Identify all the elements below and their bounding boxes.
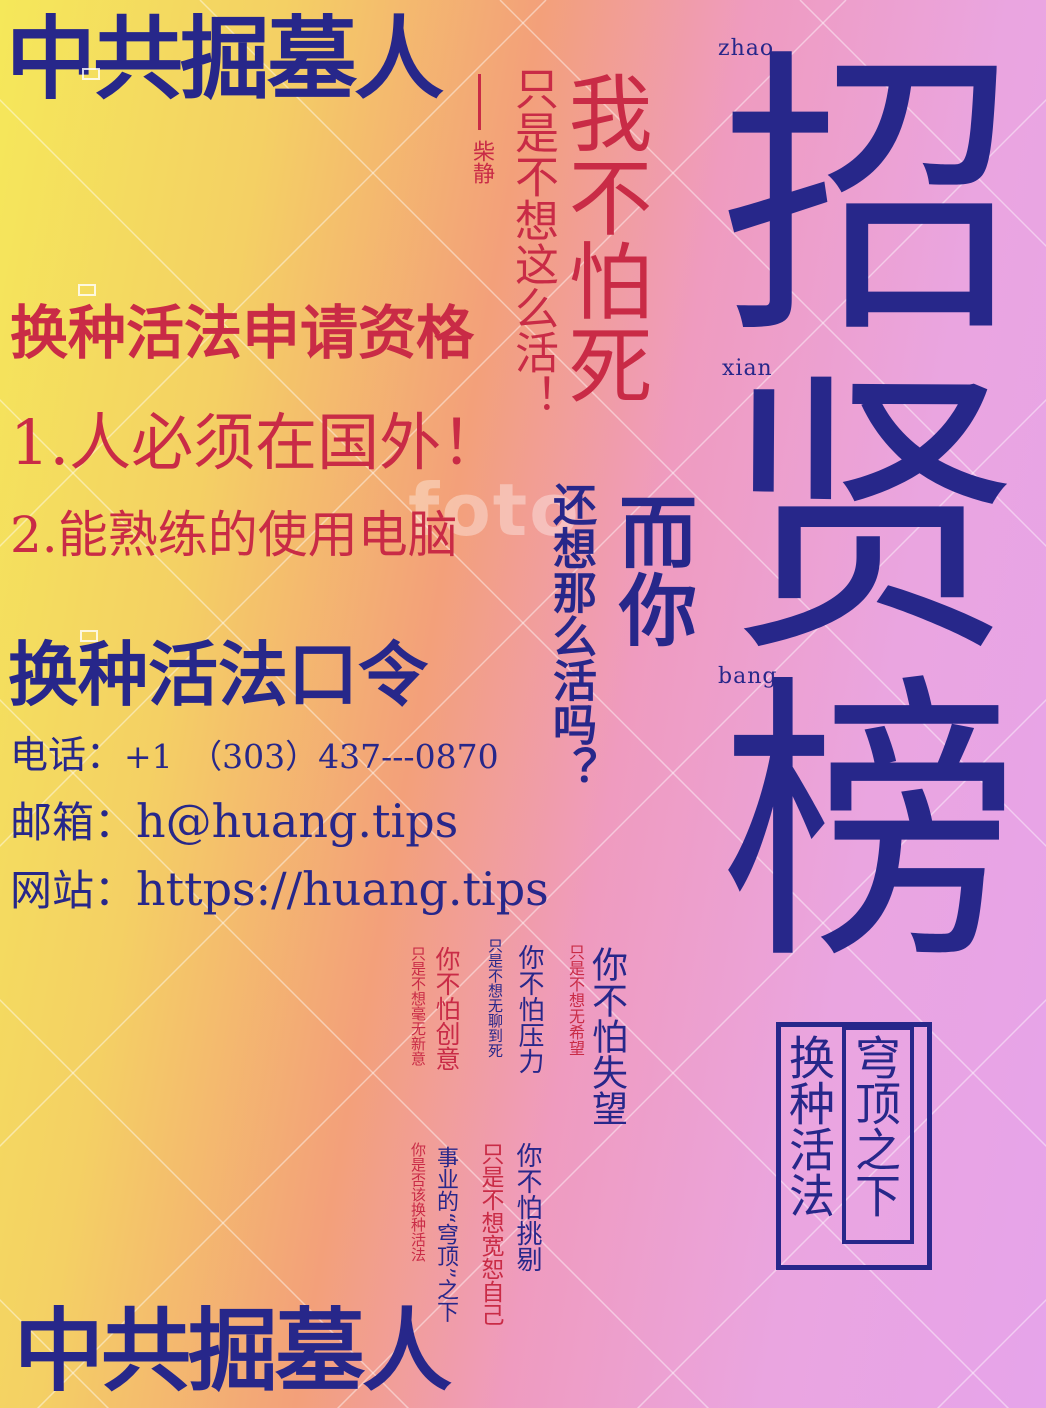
quote-main: 我不怕死 <box>555 70 653 406</box>
seal-text-right: 穹顶之下 <box>848 1034 902 1218</box>
verse-c3-small: 只是不想无希望 <box>566 944 585 1056</box>
verse-c1-big: 你不怕创意 <box>432 946 461 1071</box>
watermark: foto <box>408 468 581 552</box>
phone-row: 电话：+1 （303）437---0870 <box>10 736 499 774</box>
verse-c4-small: 你是否该换种活法 <box>409 1142 427 1262</box>
decor-tick <box>78 284 96 296</box>
contact-heading: 换种活法口令 <box>8 633 428 716</box>
verse-c5-big: 只是不想宽恕自己 <box>477 1142 503 1326</box>
decor-tick <box>80 630 98 642</box>
pinyin-xian: xian <box>722 356 773 381</box>
title-char-zhao: 招 <box>720 25 1020 374</box>
verse-c1-small: 只是不想毫无新意 <box>409 946 427 1066</box>
seal-inner-frame <box>842 1026 914 1244</box>
title-char-bang: 榜 <box>720 651 1020 1000</box>
website-label: 网站： <box>10 866 137 915</box>
verse-c2-big: 你不怕压力 <box>514 944 544 1074</box>
website-value[interactable]: https://huang.tips <box>136 862 549 916</box>
question-left: 还想那么活吗？ <box>545 482 596 790</box>
qualification-heading: 换种活法申请资格 <box>10 299 475 367</box>
title-char-xian: 贤 <box>720 345 1020 694</box>
author-name: 柴静 <box>469 140 494 184</box>
qualification-item-1: 1.人必须在国外！ <box>10 406 504 479</box>
phone-label: 电话： <box>10 733 125 777</box>
decor-tick <box>82 68 100 80</box>
email-label: 邮箱： <box>10 798 137 847</box>
question-right: 而你 <box>606 492 697 648</box>
email-value[interactable]: h@huang.tips <box>136 794 459 848</box>
seal-text-left: 换种活法 <box>782 1034 836 1218</box>
email-row: 邮箱：h@huang.tips <box>10 798 458 844</box>
verse-c3-big: 你不怕失望 <box>586 946 627 1126</box>
author-divider <box>478 74 481 130</box>
pinyin-zhao: zhao <box>718 36 775 61</box>
pinyin-bang: bang <box>718 664 778 689</box>
qualification-item-2: 2.能熟练的使用电脑 <box>10 506 458 564</box>
website-row: 网站：https://huang.tips <box>10 866 549 912</box>
verse-c6-big: 你不怕挑剔 <box>512 1142 542 1272</box>
header-title: 中共掘墓人 <box>6 6 444 112</box>
quote-sub: 只是不想这么活！ <box>507 66 558 418</box>
verse-c4-big: 事业的“穹顶”之下 <box>433 1146 458 1323</box>
verse-c2-small: 只是不想无聊到死 <box>486 938 504 1058</box>
phone-value[interactable]: +1 （303）437---0870 <box>124 737 499 776</box>
footer-title: 中共掘墓人 <box>14 1298 452 1404</box>
seal-outer-frame <box>776 1022 932 1270</box>
